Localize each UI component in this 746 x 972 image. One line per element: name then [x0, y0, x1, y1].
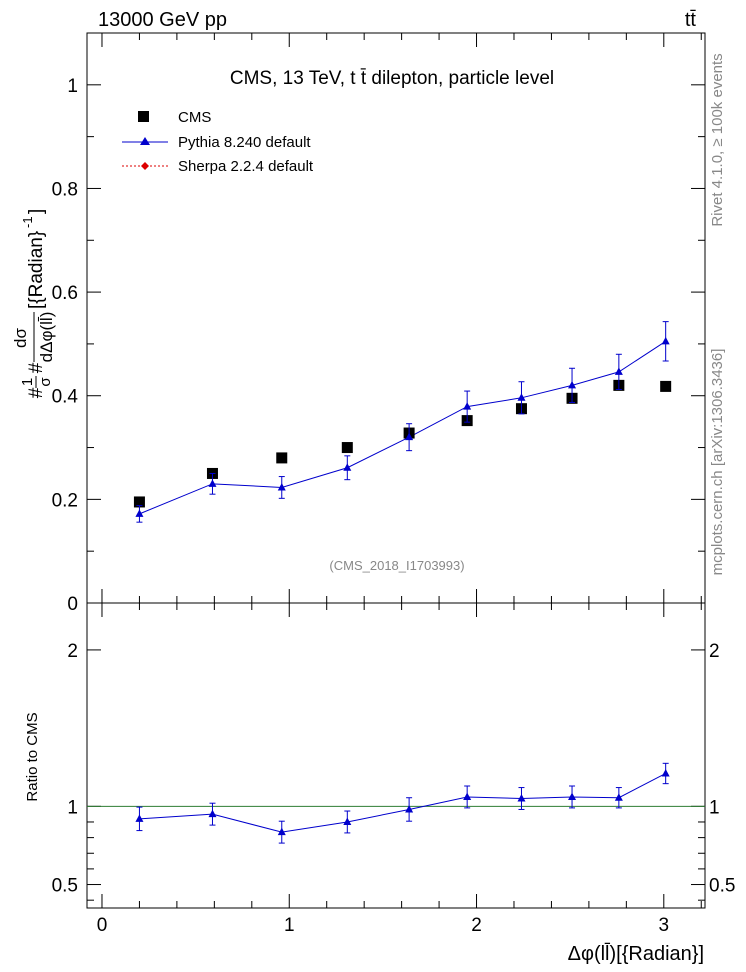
main-y-tick-label: 0.2	[52, 490, 78, 511]
ratio-y-axis-label: Ratio to CMS	[24, 712, 41, 801]
main-y-tick-label-zero: 0	[67, 594, 78, 615]
legend-label-pythia: Pythia 8.240 default	[178, 134, 311, 151]
legend-label-sherpa: Sherpa 2.2.4 default	[178, 158, 314, 175]
pythia-point	[277, 482, 286, 491]
pythia-point	[568, 380, 577, 389]
ratio-pythia-line	[139, 773, 666, 833]
ylabel-frac-num: 1	[19, 378, 36, 386]
ratio-y-tick-label: 2	[67, 641, 78, 662]
ratio-point	[614, 793, 623, 801]
x-tick-label: 2	[471, 915, 482, 936]
ylabel-unit-close: ]	[26, 209, 47, 214]
ratio-y-tick-label-right: 1	[709, 797, 720, 818]
x-axis-label: Δφ(ll̄)[{Radian}]	[568, 942, 704, 965]
ratio-y-tick-label: 0.5	[52, 876, 78, 897]
ylabel-prefix: #	[26, 387, 47, 398]
legend-marker-pythia	[140, 137, 150, 145]
main-y-tick-labels: 0.2 0.4 0.6 0.8 1 0	[52, 76, 79, 615]
energy-label: 13000 GeV pp	[98, 9, 227, 31]
cms-point	[341, 442, 353, 454]
ratio-axis-ticks	[87, 603, 705, 908]
ratio-y-tick-label: 1	[67, 797, 78, 818]
legend-label-cms: CMS	[178, 109, 211, 126]
ylabel-unit-exp: -1	[20, 216, 35, 228]
main-data-marks	[133, 321, 672, 523]
ratio-point	[135, 814, 144, 822]
legend: CMS Pythia 8.240 default Sherpa 2.2.4 de…	[122, 109, 314, 175]
pythia-point	[405, 432, 414, 441]
pythia-point	[135, 509, 144, 517]
pythia-point	[517, 393, 526, 401]
cms-point	[276, 452, 288, 464]
main-y-axis-label: # 1 σ # dσ dΔφ(ll̄) [{Radian} -1 ]	[11, 209, 56, 399]
ylabel-dden: dΔφ(ll̄)	[37, 312, 56, 363]
main-y-tick-label: 0.8	[52, 179, 78, 200]
plot-title: CMS, 13 TeV, t t̄ dilepton, particle lev…	[230, 68, 554, 89]
cms-point	[133, 496, 145, 508]
ratio-y-tick-label-right: 0.5	[709, 876, 735, 897]
pythia-point	[661, 336, 670, 345]
process-label: tt̄	[685, 9, 697, 31]
rivet-label: Rivet 4.1.0, ≥ 100k events	[709, 53, 726, 226]
ylabel-unit: [{Radian}	[26, 231, 47, 309]
main-y-tick-label: 1	[67, 76, 78, 97]
pythia-point	[343, 463, 352, 471]
ylabel-mid: #	[26, 362, 47, 373]
main-y-tick-label: 0.6	[52, 283, 78, 304]
pythia-point	[208, 479, 217, 487]
legend-marker-cms	[138, 111, 149, 122]
legend-marker-sherpa	[141, 162, 149, 170]
url-label: mcplots.cern.ch [arXiv:1306.3436]	[709, 349, 726, 576]
ratio-point	[405, 804, 414, 813]
main-y-tick-label: 0.4	[52, 387, 79, 408]
ratio-y-tick-label-right: 2	[709, 641, 720, 662]
ratio-point	[208, 809, 217, 818]
ratio-tick-labels: 0.5 0.5 1 1 2 2 0 1 2 3	[52, 641, 736, 936]
ratio-point	[568, 792, 577, 800]
main-axis-ticks	[87, 33, 705, 603]
pythia-point	[614, 367, 623, 375]
x-tick-label: 1	[284, 915, 295, 936]
cms-point	[660, 380, 672, 392]
ratio-point	[343, 817, 352, 825]
ratio-point	[517, 794, 526, 802]
ylabel-dnum: dσ	[11, 328, 30, 348]
x-tick-label: 0	[97, 915, 108, 936]
ratio-point	[277, 827, 286, 836]
ratio-point	[661, 768, 670, 777]
ratio-data-marks	[87, 762, 705, 844]
ratio-plot-frame	[86, 602, 706, 909]
pythia-point	[463, 402, 472, 410]
ratio-point	[463, 792, 472, 800]
analysis-watermark: (CMS_2018_I1703993)	[329, 558, 464, 573]
x-tick-label: 3	[659, 915, 670, 936]
pythia-line	[139, 340, 666, 515]
ylabel-frac-den: σ	[37, 377, 54, 387]
